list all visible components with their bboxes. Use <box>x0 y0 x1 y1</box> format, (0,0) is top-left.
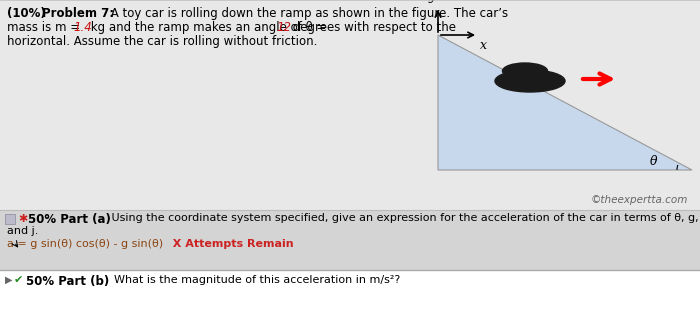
Bar <box>0 270 700 325</box>
Bar <box>5 214 15 224</box>
Bar <box>0 210 700 270</box>
Text: X Attempts Remain: X Attempts Remain <box>165 239 293 249</box>
Text: 1.4: 1.4 <box>73 21 92 34</box>
Text: x: x <box>480 39 487 52</box>
Ellipse shape <box>495 70 565 92</box>
Text: ©theexpertta.com: ©theexpertta.com <box>591 195 688 205</box>
Ellipse shape <box>503 63 547 79</box>
Polygon shape <box>438 35 692 170</box>
Text: horizontal. Assume the car is rolling without friction.: horizontal. Assume the car is rolling wi… <box>7 35 317 48</box>
Text: (10%): (10%) <box>7 7 46 20</box>
Text: Problem 7:: Problem 7: <box>42 7 114 20</box>
Text: 50% Part (b): 50% Part (b) <box>26 275 109 288</box>
Text: 50% Part (a): 50% Part (a) <box>28 213 111 226</box>
Text: and j.: and j. <box>7 226 38 236</box>
Text: ✱: ✱ <box>18 214 27 224</box>
Text: A toy car is rolling down the ramp as shown in the figure. The car’s: A toy car is rolling down the ramp as sh… <box>107 7 508 20</box>
Text: mass is m =: mass is m = <box>7 21 80 34</box>
Text: kg and the ramp makes an angle of θ =: kg and the ramp makes an angle of θ = <box>87 21 326 34</box>
Text: ✔: ✔ <box>14 275 23 285</box>
Text: a = g sin(θ) cos(θ) - g sin(θ): a = g sin(θ) cos(θ) - g sin(θ) <box>7 239 163 249</box>
Text: y: y <box>429 0 436 3</box>
Text: ▶: ▶ <box>5 275 13 285</box>
Text: degrees with respect to the: degrees with respect to the <box>289 21 456 34</box>
Text: θ: θ <box>650 155 657 168</box>
Text: 12: 12 <box>276 21 291 34</box>
Text: Using the coordinate system specified, give an expression for the acceleration o: Using the coordinate system specified, g… <box>108 213 700 223</box>
Text: What is the magnitude of this acceleration in m/s²?: What is the magnitude of this accelerati… <box>107 275 400 285</box>
